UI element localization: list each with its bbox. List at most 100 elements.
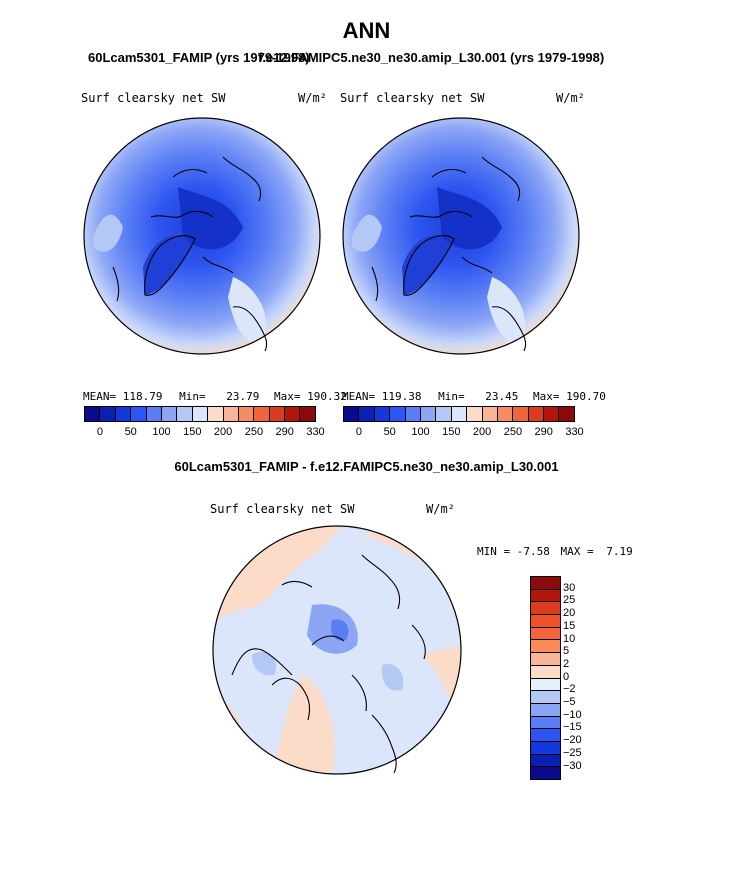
left-variable-label: Surf clearsky net SW bbox=[81, 91, 226, 105]
left-colorbar bbox=[84, 406, 316, 422]
left-max-value: 190.32 bbox=[307, 390, 347, 403]
right-mean-value: 119.38 bbox=[381, 390, 422, 403]
colorbar-swatch bbox=[531, 729, 560, 742]
colorbar-label: 10 bbox=[563, 632, 576, 645]
colorbar-swatch bbox=[269, 407, 286, 421]
colorbar-swatch bbox=[531, 754, 560, 768]
diff-min-label: MIN = bbox=[477, 545, 511, 558]
colorbar-swatch bbox=[531, 640, 560, 654]
colorbar-swatch bbox=[420, 407, 437, 421]
colorbar-label: 5 bbox=[563, 645, 570, 658]
colorbar-swatch bbox=[146, 407, 162, 421]
colorbar-swatch bbox=[390, 407, 406, 421]
left-min-label: Min= bbox=[179, 390, 206, 403]
colorbar-label: 25 bbox=[563, 594, 576, 607]
colorbar-swatch bbox=[531, 589, 560, 603]
colorbar-swatch bbox=[531, 615, 560, 628]
colorbar-swatch bbox=[559, 407, 575, 421]
diff-title: 60Lcam5301_FAMIP - f.e12.FAMIPC5.ne30_ne… bbox=[174, 459, 559, 474]
colorbar-swatch bbox=[223, 407, 239, 421]
colorbar-swatch bbox=[254, 407, 270, 421]
colorbar-tick-label: 100 bbox=[411, 426, 430, 438]
colorbar-tick-label: 290 bbox=[275, 426, 294, 438]
colorbar-swatch bbox=[300, 407, 316, 421]
right-max-value: 190.70 bbox=[566, 390, 606, 403]
colorbar-label: −15 bbox=[563, 721, 582, 734]
right-units-label: W/m² bbox=[556, 91, 585, 105]
colorbar-swatch bbox=[131, 407, 147, 421]
colorbar-label: −25 bbox=[563, 746, 582, 759]
colorbar-label: −5 bbox=[563, 696, 576, 708]
colorbar-tick-label: 0 bbox=[96, 426, 103, 438]
colorbar-swatch bbox=[436, 407, 452, 421]
colorbar-swatch bbox=[374, 407, 391, 421]
diff-units-label: W/m² bbox=[426, 502, 455, 516]
colorbar-label: −20 bbox=[563, 734, 582, 747]
colorbar-swatch bbox=[531, 602, 560, 616]
colorbar-swatch bbox=[344, 407, 360, 421]
left-polar-map bbox=[83, 117, 321, 355]
right-min-value: 23.45 bbox=[485, 390, 519, 403]
right-min-label: Min= bbox=[438, 390, 465, 403]
colorbar-label: −30 bbox=[563, 759, 582, 772]
colorbar-swatch bbox=[208, 407, 224, 421]
diff-max-value: 7.19 bbox=[606, 545, 633, 558]
left-stats: MEAN= 118.79 Min= 23.79 Max= 190.32 bbox=[83, 390, 347, 403]
colorbar-tick-label: 100 bbox=[152, 426, 171, 438]
colorbar-label: −10 bbox=[563, 708, 582, 721]
diff-min-value: -7.58 bbox=[516, 545, 550, 558]
colorbar-swatch bbox=[115, 407, 132, 421]
colorbar-label: 20 bbox=[563, 607, 576, 620]
colorbar-swatch bbox=[359, 407, 375, 421]
left-max-label: Max= bbox=[274, 390, 301, 403]
diff-colorbar bbox=[530, 576, 561, 780]
colorbar-swatch bbox=[531, 703, 560, 717]
colorbar-tick-label: 0 bbox=[355, 426, 362, 438]
right-stats: MEAN= 119.38 Min= 23.45 Max= 190.70 bbox=[342, 390, 606, 403]
colorbar-swatch bbox=[531, 678, 560, 692]
colorbar-tick-label: 200 bbox=[472, 426, 492, 438]
right-max-label: Max= bbox=[533, 390, 560, 403]
main-title: ANN bbox=[342, 18, 391, 43]
colorbar-label: 0 bbox=[563, 670, 570, 683]
colorbar-swatch bbox=[405, 407, 421, 421]
colorbar-tick-label: 50 bbox=[383, 426, 396, 438]
colorbar-tick-label: 330 bbox=[565, 426, 584, 438]
left-run-title: 60Lcam5301_FAMIP (yrs 1979-1998) bbox=[88, 50, 310, 65]
diff-minmax: MIN = -7.58 MAX = 7.19 bbox=[477, 545, 633, 558]
colorbar-tick-label: 250 bbox=[503, 426, 523, 438]
left-mean-value: 118.79 bbox=[122, 390, 163, 403]
colorbar-swatch bbox=[177, 407, 193, 421]
colorbar-label: 15 bbox=[563, 619, 576, 632]
colorbar-swatch bbox=[531, 716, 560, 730]
colorbar-swatch bbox=[100, 407, 116, 421]
left-min-value: 23.79 bbox=[226, 390, 260, 403]
colorbar-swatch bbox=[467, 407, 483, 421]
colorbar-tick-label: 150 bbox=[442, 426, 461, 438]
colorbar-tick-label: 50 bbox=[124, 426, 137, 438]
colorbar-swatch bbox=[531, 665, 560, 679]
colorbar-swatch bbox=[161, 407, 178, 421]
right-colorbar bbox=[343, 406, 575, 422]
colorbar-swatch bbox=[85, 407, 101, 421]
right-run-title: f.e12.FAMIPC5.ne30_ne30.amip_L30.001 (yr… bbox=[258, 50, 605, 65]
colorbar-tick-label: 200 bbox=[213, 426, 233, 438]
diff-polar-map bbox=[212, 525, 462, 775]
colorbar-tick-label: 290 bbox=[534, 426, 553, 438]
left-units-label: W/m² bbox=[298, 91, 327, 105]
colorbar-swatch bbox=[531, 577, 560, 590]
colorbar-swatch bbox=[528, 407, 545, 421]
colorbar-tick-label: 330 bbox=[306, 426, 325, 438]
colorbar-swatch bbox=[531, 767, 560, 780]
colorbar-swatch bbox=[451, 407, 468, 421]
colorbar-label: 2 bbox=[563, 657, 570, 670]
colorbar-swatch bbox=[544, 407, 560, 421]
diff-variable-label: Surf clearsky net SW bbox=[210, 502, 355, 516]
colorbar-swatch bbox=[482, 407, 498, 421]
left-mean-label: MEAN= bbox=[83, 390, 117, 403]
colorbar-swatch bbox=[285, 407, 301, 421]
colorbar-swatch bbox=[531, 691, 560, 704]
colorbar-swatch bbox=[238, 407, 255, 421]
colorbar-swatch bbox=[531, 627, 560, 641]
colorbar-swatch bbox=[192, 407, 209, 421]
